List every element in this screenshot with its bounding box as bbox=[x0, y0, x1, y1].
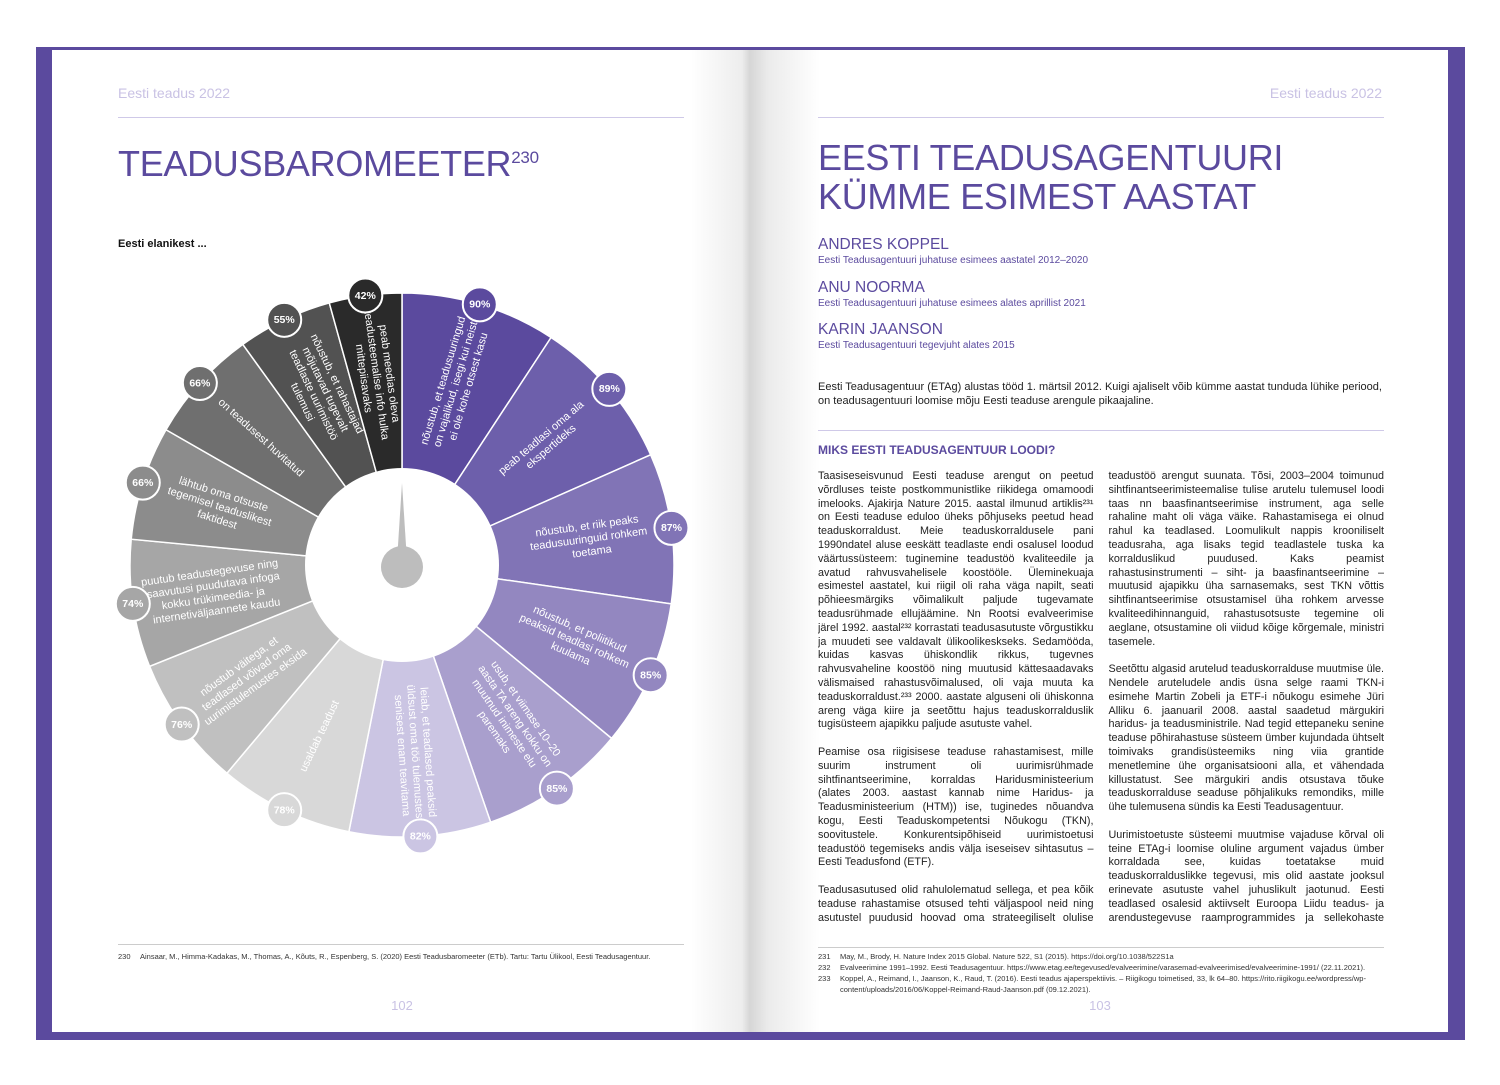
footnote-text: May, M., Brody, H. Nature Index 2015 Glo… bbox=[840, 952, 1174, 961]
slice-label: peab meedias oleva teadusteemalise info … bbox=[349, 308, 405, 445]
slice-label-line: toetama bbox=[571, 543, 613, 560]
value-badge bbox=[653, 509, 690, 546]
slice-label: leiab, et teadlased peaksid üldsust oma … bbox=[391, 683, 438, 825]
page-number: 102 bbox=[391, 998, 413, 1013]
running-header: Eesti teadus 2022 bbox=[118, 85, 231, 101]
footnote: 231 May, M., Brody, H. Nature Index 2015 … bbox=[818, 951, 1384, 962]
paragraph: Taasiseseisvunud Eesti teaduse arengut o… bbox=[818, 470, 1094, 731]
value-badge bbox=[114, 585, 151, 622]
needle-hub bbox=[381, 546, 423, 588]
footnote: 233 Koppel, A., Reimand, I., Jaanson, K.,… bbox=[818, 973, 1384, 995]
footnote-text: Ainsaar, M., Himma-Kadakas, M., Thomas, … bbox=[140, 952, 651, 961]
value-label: 78% bbox=[274, 804, 296, 816]
author: ANDRES KOPPEL Eesti Teadusagentuuri juhat… bbox=[818, 236, 1088, 267]
author-role: Eesti Teadusagentuuri juhatuse esimees a… bbox=[818, 255, 1089, 266]
author-role: Eesti Teadusagentuuri juhatuse esimees a… bbox=[818, 298, 1086, 309]
value-badge bbox=[538, 770, 575, 807]
value-badge bbox=[124, 464, 161, 501]
chart-title: Eesti elanikest ... bbox=[118, 238, 207, 250]
value-label: 42% bbox=[355, 290, 377, 302]
right-page bbox=[750, 50, 1448, 1032]
page-number: 103 bbox=[1089, 998, 1111, 1013]
value-badge bbox=[461, 286, 498, 323]
value-label: 85% bbox=[640, 670, 662, 682]
footnotes: 231 May, M., Brody, H. Nature Index 2015 … bbox=[818, 951, 1384, 995]
footnote-number: 233 bbox=[818, 974, 831, 983]
footnote-number: 230 bbox=[118, 952, 131, 961]
value-badge bbox=[402, 818, 439, 855]
footnote: 232 Evalveerimine 1991–1992. Eesti Teadus… bbox=[818, 962, 1384, 973]
header-rule bbox=[818, 117, 1384, 118]
footnote-rule bbox=[818, 947, 1384, 948]
footnote-text: Evalveerimine 1991–1992. Eesti Teadusage… bbox=[840, 963, 1366, 972]
value-label: 87% bbox=[661, 522, 683, 534]
running-header: Eesti teadus 2022 bbox=[1269, 85, 1382, 101]
footnote-number: 232 bbox=[818, 963, 831, 972]
author: ANU NOORMA Eesti Teadusagentuuri juhatuse… bbox=[818, 279, 1086, 310]
section-heading: MIKS EESTI TEADUSAGENTUUR LOODI? bbox=[818, 443, 1056, 457]
value-label: 55% bbox=[274, 314, 296, 326]
footnote-text: Koppel, A., Reimand, I., Jaanson, K., Ra… bbox=[840, 974, 1366, 994]
section-rule bbox=[818, 430, 1384, 431]
value-label: 90% bbox=[469, 299, 491, 311]
value-label: 89% bbox=[599, 383, 621, 395]
footnote-ref: 230 bbox=[511, 148, 539, 167]
footnote-number: 231 bbox=[818, 952, 831, 961]
page-title: EESTI TEADUSAGENTUURI KÜMME ESIMEST AASTA… bbox=[818, 138, 1283, 216]
value-label: 82% bbox=[410, 831, 432, 843]
author-name: ANDRES KOPPEL bbox=[818, 236, 949, 253]
author-name: ANU NOORMA bbox=[818, 279, 925, 296]
value-label: 76% bbox=[171, 719, 193, 731]
paragraph: Peamise osa riigisisese teaduse rahastam… bbox=[818, 745, 1094, 869]
body-text: Taasiseseisvunud Eesti teaduse arengut o… bbox=[818, 470, 1384, 936]
value-badge bbox=[266, 792, 303, 829]
value-badge bbox=[591, 370, 628, 407]
author-role: Eesti Teadusagentuuri tegevjuht alates 2… bbox=[818, 340, 1015, 351]
needle bbox=[397, 483, 407, 561]
value-badge bbox=[347, 277, 384, 314]
gutter-shadow bbox=[690, 50, 820, 1032]
value-label: 85% bbox=[546, 783, 568, 795]
value-label: 66% bbox=[132, 477, 154, 489]
title-line: EESTI TEADUSAGENTUURI bbox=[818, 137, 1284, 178]
footnote: 230 Ainsaar, M., Himma-Kadakas, M., Thoma… bbox=[118, 951, 684, 962]
author-name: KARIN JAANSON bbox=[818, 321, 943, 338]
author: KARIN JAANSON Eesti Teadusagentuuri tegev… bbox=[818, 321, 1015, 352]
value-badge bbox=[163, 706, 200, 743]
title-text: TEADUSBAROMEETER bbox=[118, 143, 512, 184]
title-line: KÜMME ESIMEST AASTAT bbox=[818, 176, 1257, 217]
header-rule bbox=[118, 117, 684, 118]
value-label: 66% bbox=[189, 377, 211, 389]
value-badge bbox=[632, 657, 669, 694]
paragraph: Seetõttu algasid arutelud teaduskorraldu… bbox=[1108, 663, 1385, 814]
value-badge bbox=[266, 301, 303, 338]
value-badge bbox=[181, 364, 218, 401]
value-label: 74% bbox=[122, 598, 144, 610]
intro: Eesti Teadusagentuur (ETAg) alustas tööd… bbox=[818, 381, 1382, 407]
paragraph: Uurimistoetuste süsteemi muutmise vajadu… bbox=[1108, 828, 1385, 924]
page-title: TEADUSBAROMEETER230 bbox=[118, 138, 539, 183]
paragraph: Teadusasutused olid rahulolematud selleg… bbox=[818, 470, 1384, 924]
footnote-rule bbox=[118, 944, 684, 945]
